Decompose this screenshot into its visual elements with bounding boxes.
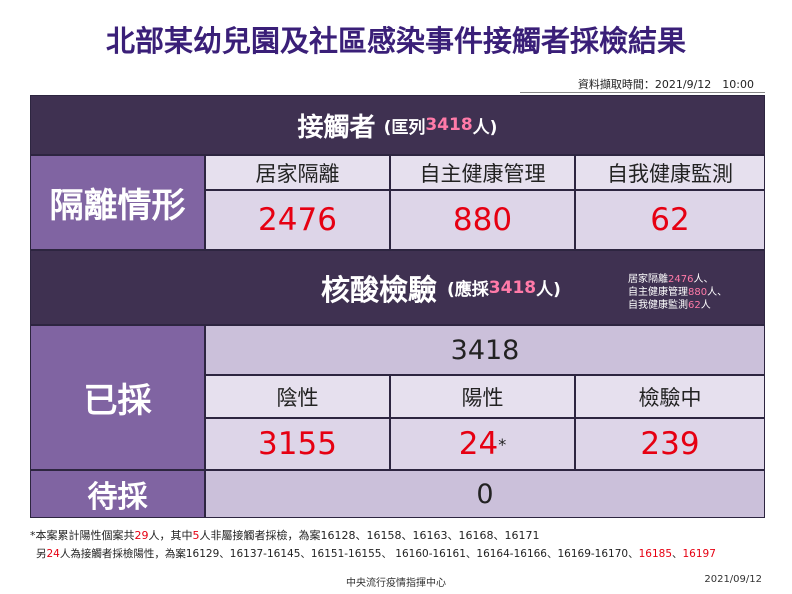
column-header: 陰性 — [205, 375, 390, 418]
value: 2476 — [205, 190, 390, 250]
positive-cell: 24 * — [390, 418, 575, 470]
pending-label: 待採 — [30, 470, 205, 518]
note-text: 居家隔離 — [628, 274, 668, 285]
testing-label: 核酸檢驗 — [321, 272, 438, 307]
testing-suffix: 人) — [536, 280, 561, 300]
note-text: 人 — [700, 300, 711, 311]
column-header: 檢驗中 — [575, 375, 765, 418]
footnote-text: 人為接觸者採檢陽性，為案16129、16137-16145、16151-1615… — [59, 548, 639, 560]
note-text: 自主健康管理 — [628, 287, 688, 298]
note-line: 自我健康監測62人 — [628, 299, 727, 312]
footnote-number: 16197 — [682, 548, 716, 560]
value: 880 — [390, 190, 575, 250]
column-header: 居家隔離 — [205, 155, 390, 190]
contacts-prefix: (匡列 — [383, 117, 426, 138]
value: 3155 — [205, 418, 390, 470]
contacts-count: 3418 — [425, 115, 473, 135]
pending-value: 0 — [205, 470, 765, 518]
footnote-number: 5 — [192, 529, 200, 542]
timestamp: 資料擷取時間：2021/9/12 10:00 — [577, 78, 754, 91]
footnote-line: *本案累計陽性個案共29人，其中5人非屬接觸者採檢，為案16128、16158、… — [30, 527, 539, 543]
testing-note: 居家隔離2476人、 自主健康管理880人、 自我健康監測62人 — [628, 273, 727, 312]
testing-row: 核酸檢驗 (應採 3418 人) — [30, 250, 765, 325]
sampled-total: 3418 — [205, 325, 765, 375]
footnote-text: 人非屬接觸者採檢，為案16128、16158、16163、16168、16171 — [199, 529, 540, 542]
testing-count: 3418 — [488, 277, 537, 298]
note-number: 880 — [688, 287, 708, 298]
date: 2021/09/12 — [704, 574, 762, 585]
note-text: 人、 — [693, 274, 714, 285]
note-number: 2476 — [668, 274, 694, 285]
footnote-number: 16185 — [638, 548, 672, 560]
footnote-line: 另24人為接觸者採檢陽性，為案16129、16137-16145、16151-1… — [36, 546, 716, 561]
contacts-label: 接觸者 — [297, 112, 376, 143]
value: 24 — [458, 426, 499, 462]
value: 239 — [575, 418, 765, 470]
footnote-text: 、 — [672, 548, 683, 560]
footnote-text: 另 — [36, 548, 47, 560]
footnote-text: *本案累計陽性個案共 — [30, 529, 135, 542]
source: 中央流行疫情指揮中心 — [346, 578, 446, 589]
contacts-suffix: 人) — [472, 117, 498, 138]
note-line: 居家隔離2476人、 — [628, 273, 727, 286]
sampled-label: 已採 — [30, 325, 205, 470]
positive-mark: * — [498, 434, 507, 454]
value: 62 — [575, 190, 765, 250]
column-header: 自我健康監測 — [575, 155, 765, 190]
note-line: 自主健康管理880人、 — [628, 286, 727, 299]
note-number: 62 — [688, 300, 701, 311]
title: 北部某幼兒園及社區感染事件接觸者採檢結果 — [105, 24, 686, 58]
note-text: 自我健康監測 — [628, 300, 688, 311]
quarantine-label: 隔離情形 — [30, 155, 205, 250]
column-header: 陽性 — [390, 375, 575, 418]
footnote-text: 人，其中 — [148, 529, 193, 542]
testing-prefix: (應採 — [447, 280, 489, 300]
divider — [520, 92, 765, 93]
column-header: 自主健康管理 — [390, 155, 575, 190]
note-text: 人、 — [707, 287, 728, 298]
footnote-number: 29 — [134, 529, 149, 542]
contacts-row: 接觸者 (匡列 3418 人) — [30, 95, 765, 155]
footnote-number: 24 — [46, 548, 60, 560]
